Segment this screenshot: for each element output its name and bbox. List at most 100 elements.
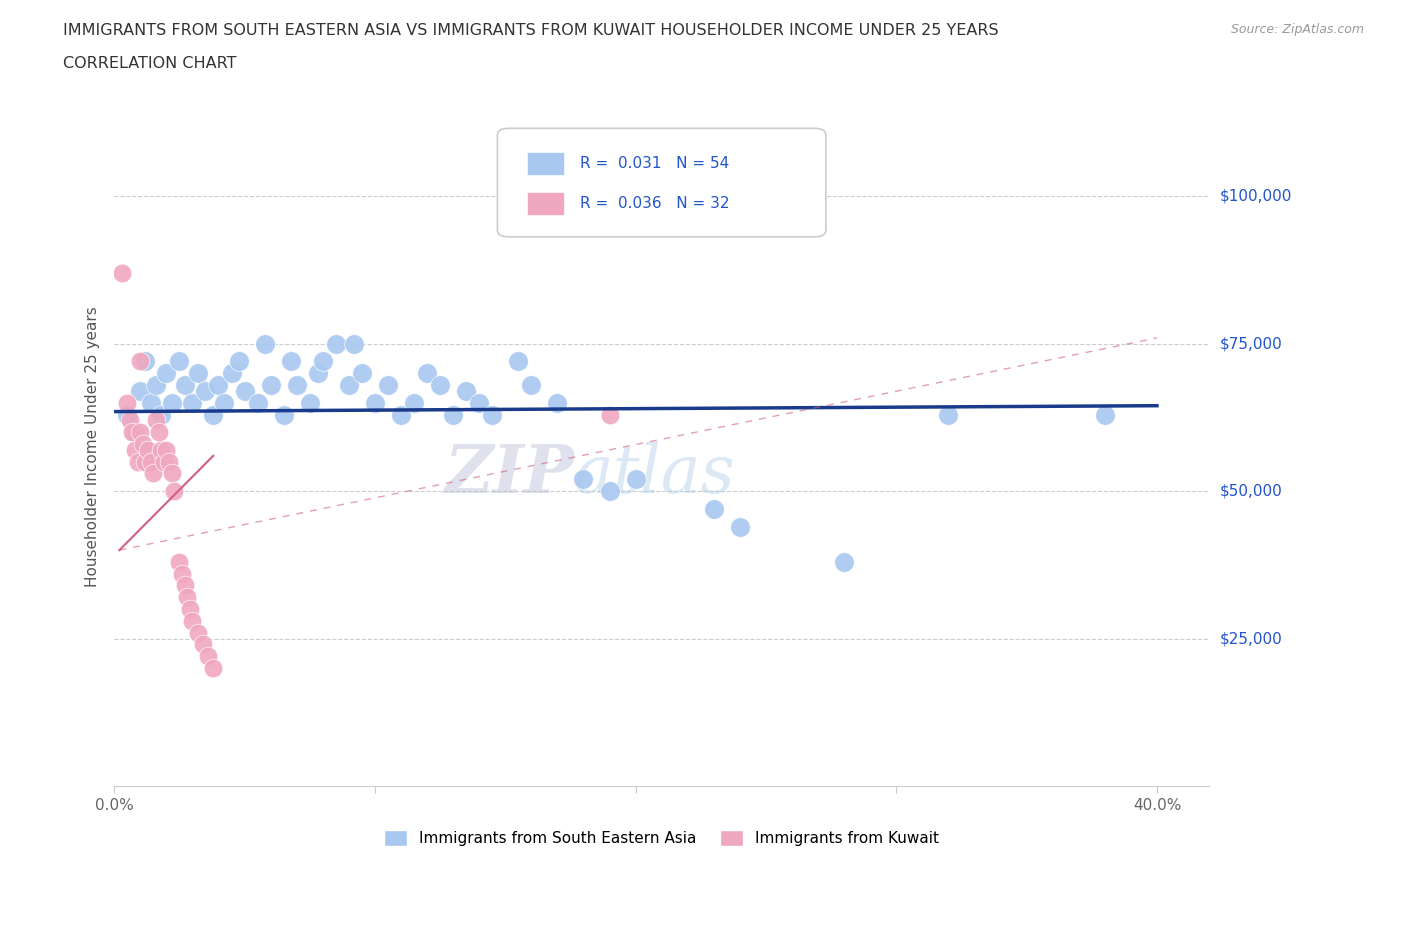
FancyBboxPatch shape [498,128,825,237]
Point [163,484,186,498]
Point [155,443,177,458]
Point [187,625,209,640]
Point [233,383,256,398]
Point [298,395,321,410]
Point [145,378,167,392]
Point [246,395,269,410]
Point [157,454,180,469]
Point [136,443,159,458]
Point [259,378,281,392]
Point [169,554,191,569]
Point [1094,407,1116,422]
Y-axis label: Householder Income Under 25 years: Householder Income Under 25 years [86,307,100,588]
Point [938,407,960,422]
Text: $50,000: $50,000 [1220,484,1282,498]
Point [325,337,347,352]
Point [187,365,209,380]
Point [212,395,235,410]
Point [350,365,373,380]
Point [364,395,387,410]
Point [337,378,360,392]
Point [228,354,250,369]
Point [343,337,366,352]
Point [703,501,725,516]
Point [389,407,412,422]
Point [139,395,162,410]
Point [468,395,491,410]
Bar [529,193,562,214]
Point [832,554,855,569]
Point [145,413,167,428]
Point [139,454,162,469]
Point [599,407,621,422]
Point [118,413,141,428]
Text: atlas: atlas [574,442,735,507]
Point [115,395,138,410]
Point [456,383,478,398]
Point [508,354,530,369]
Text: $75,000: $75,000 [1220,337,1282,352]
Point [150,407,173,422]
Point [160,395,183,410]
Text: R =  0.036   N = 32: R = 0.036 N = 32 [579,196,730,211]
Point [197,649,219,664]
Point [176,590,198,604]
Point [520,378,543,392]
Point [429,378,451,392]
Point [127,454,149,469]
Point [191,637,214,652]
Point [273,407,295,422]
Point [115,407,138,422]
Point [377,378,399,392]
Text: IMMIGRANTS FROM SOUTH EASTERN ASIA VS IMMIGRANTS FROM KUWAIT HOUSEHOLDER INCOME : IMMIGRANTS FROM SOUTH EASTERN ASIA VS IM… [63,23,998,38]
Point [173,578,195,593]
Point [142,466,165,481]
Point [124,443,146,458]
Point [155,365,177,380]
Point [150,443,173,458]
Point [481,407,503,422]
Text: CORRELATION CHART: CORRELATION CHART [63,56,236,71]
Bar [529,153,562,175]
Point [179,602,201,617]
Point [129,383,152,398]
Point [599,484,621,498]
Point [169,354,191,369]
Point [207,378,229,392]
Point [132,436,155,451]
Legend: Immigrants from South Eastern Asia, Immigrants from Kuwait: Immigrants from South Eastern Asia, Immi… [384,830,939,846]
Point [416,365,439,380]
Point [572,472,595,486]
Text: ZIP: ZIP [444,442,574,507]
Point [181,614,204,629]
Point [624,472,647,486]
Point [280,354,302,369]
Point [728,519,751,534]
Text: $100,000: $100,000 [1220,189,1292,204]
Point [129,354,152,369]
Text: R =  0.031   N = 54: R = 0.031 N = 54 [579,156,728,171]
Point [124,425,146,440]
Point [307,365,329,380]
Point [221,365,243,380]
Point [121,425,143,440]
Point [160,466,183,481]
Point [148,425,170,440]
Text: Source: ZipAtlas.com: Source: ZipAtlas.com [1230,23,1364,36]
Point [312,354,335,369]
Point [202,660,225,675]
Point [194,383,217,398]
Point [111,266,134,281]
Point [181,395,204,410]
Point [129,425,152,440]
Point [134,454,156,469]
Point [170,566,193,581]
Point [152,454,174,469]
Text: $25,000: $25,000 [1220,631,1282,646]
Point [546,395,568,410]
Point [285,378,308,392]
Point [202,407,225,422]
Point [134,354,156,369]
Point [441,407,464,422]
Point [254,337,277,352]
